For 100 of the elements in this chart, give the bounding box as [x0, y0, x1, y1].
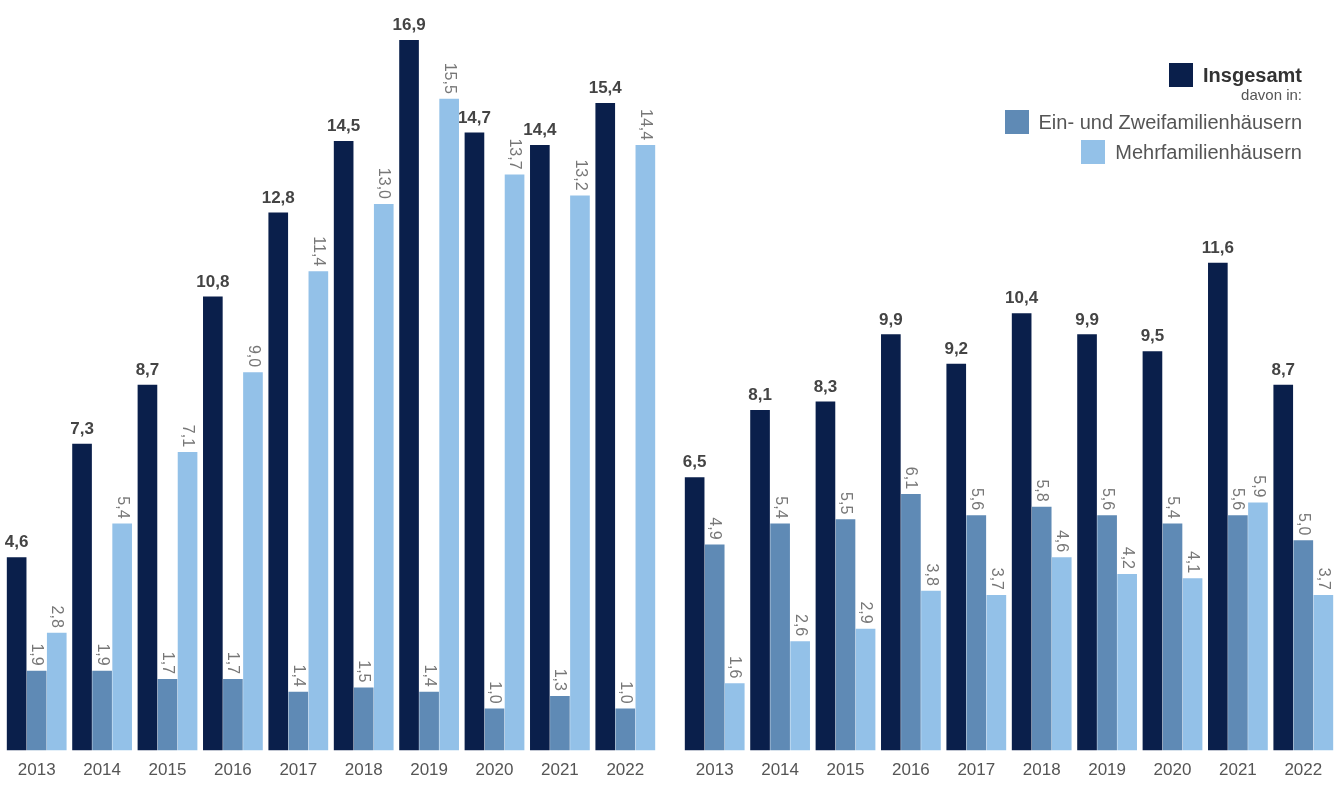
- bar: [137, 384, 158, 751]
- bar: [724, 683, 745, 751]
- data-label: 4,6: [4, 532, 29, 552]
- data-label: 14,5: [327, 116, 361, 136]
- data-label: 13,7: [507, 138, 525, 170]
- bar: [243, 372, 263, 751]
- bar: [835, 519, 856, 751]
- data-label: 6,1: [903, 466, 921, 490]
- data-label: 3,7: [1315, 567, 1333, 591]
- legend-label: Insgesamt: [1203, 63, 1302, 87]
- x-tick-label: 2018: [344, 760, 383, 780]
- bar: [550, 695, 570, 751]
- bar: [1228, 515, 1248, 751]
- data-label: 1,3: [552, 668, 570, 692]
- x-tick-label: 2020: [475, 760, 514, 780]
- data-label: 1,9: [94, 643, 112, 666]
- x-tick-label: 2022: [606, 760, 645, 780]
- data-label: 4,6: [1054, 529, 1072, 553]
- data-label: 5,5: [838, 492, 856, 515]
- bar: [464, 132, 485, 751]
- data-label: 1,4: [421, 664, 439, 687]
- data-label: 5,6: [968, 487, 986, 511]
- x-tick-label: 2014: [761, 760, 800, 780]
- data-label: 8,1: [748, 385, 772, 405]
- data-label: 9,0: [245, 344, 263, 368]
- data-label: 3,8: [923, 563, 941, 586]
- text: davon in:: [1240, 86, 1302, 103]
- bar: [419, 691, 439, 751]
- data-label: 1,6: [727, 656, 745, 679]
- data-label: 11,4: [310, 236, 328, 267]
- bar: [1293, 540, 1314, 751]
- bar: [203, 296, 223, 751]
- bar: [1117, 574, 1137, 751]
- bar: [635, 145, 656, 751]
- x-tick-label: 2013: [695, 760, 734, 780]
- data-label: 1,0: [487, 681, 505, 704]
- x-tick-label: 2016: [891, 760, 930, 780]
- bar: [1208, 262, 1228, 751]
- bar: [46, 632, 67, 751]
- bar: [1142, 351, 1163, 751]
- bar: [288, 691, 309, 751]
- data-label: 6,5: [682, 452, 707, 472]
- bar: [72, 443, 92, 751]
- data-label: 14,7: [457, 107, 491, 127]
- bar: [26, 670, 47, 751]
- bar: [373, 203, 394, 751]
- bar: [308, 271, 329, 751]
- bar: [439, 98, 459, 751]
- x-tick-label: 2019: [1088, 760, 1127, 780]
- legend-label: Mehrfamilienhäusern: [1115, 140, 1302, 164]
- data-label: 11,6: [1201, 238, 1234, 258]
- bar: [704, 544, 725, 751]
- data-label: 14,4: [637, 108, 655, 141]
- data-label: 4,9: [707, 517, 725, 540]
- bar: [353, 687, 374, 751]
- bar: [1248, 502, 1268, 751]
- data-label: 1,9: [29, 643, 47, 666]
- bar: [1051, 557, 1072, 751]
- data-label: 7,3: [70, 418, 94, 438]
- bar: [1077, 334, 1097, 751]
- data-label: 14,4: [523, 120, 557, 140]
- x-tick-label: 2021: [540, 760, 579, 780]
- x-tick-label: 2020: [1153, 760, 1192, 780]
- bar: [1273, 384, 1294, 751]
- bar: [684, 477, 705, 751]
- bar: [177, 452, 198, 751]
- x-tick-label: 2015: [826, 760, 865, 780]
- bar: [595, 103, 616, 751]
- data-label: 13,2: [572, 159, 590, 191]
- data-label: 5,0: [1295, 513, 1313, 536]
- data-label: 5,6: [1230, 487, 1248, 511]
- data-label: 10,8: [196, 271, 230, 291]
- bar: [1313, 595, 1334, 751]
- legend-label: Ein- und Zweifamilienhäusern: [1038, 110, 1302, 134]
- bar: [504, 174, 525, 751]
- data-label: 9,9: [879, 309, 903, 329]
- x-tick-label: 2015: [148, 760, 187, 780]
- bar: [815, 401, 836, 751]
- bar: [1097, 515, 1117, 751]
- bar: [333, 140, 354, 751]
- data-label: 9,2: [944, 338, 969, 358]
- bar: [986, 595, 1007, 751]
- x-tick-label: 2019: [410, 760, 449, 780]
- x-tick-label: 2014: [83, 760, 122, 780]
- data-label: 5,8: [1034, 479, 1052, 502]
- data-label: 10,4: [1005, 288, 1039, 308]
- data-label: 1,7: [160, 651, 178, 675]
- data-label: 1,0: [617, 681, 635, 704]
- data-label: 1,7: [225, 651, 243, 675]
- bar: [112, 523, 132, 751]
- data-label: 15,4: [588, 78, 623, 98]
- bar: [530, 145, 550, 751]
- data-label: 4,2: [1119, 546, 1137, 570]
- data-label: 9,5: [1140, 326, 1165, 346]
- bar: [484, 708, 505, 751]
- data-label: 1,4: [290, 664, 308, 687]
- bar: [750, 410, 770, 751]
- data-label: 5,4: [114, 496, 132, 519]
- bar: [770, 523, 790, 751]
- bar: [1031, 506, 1052, 751]
